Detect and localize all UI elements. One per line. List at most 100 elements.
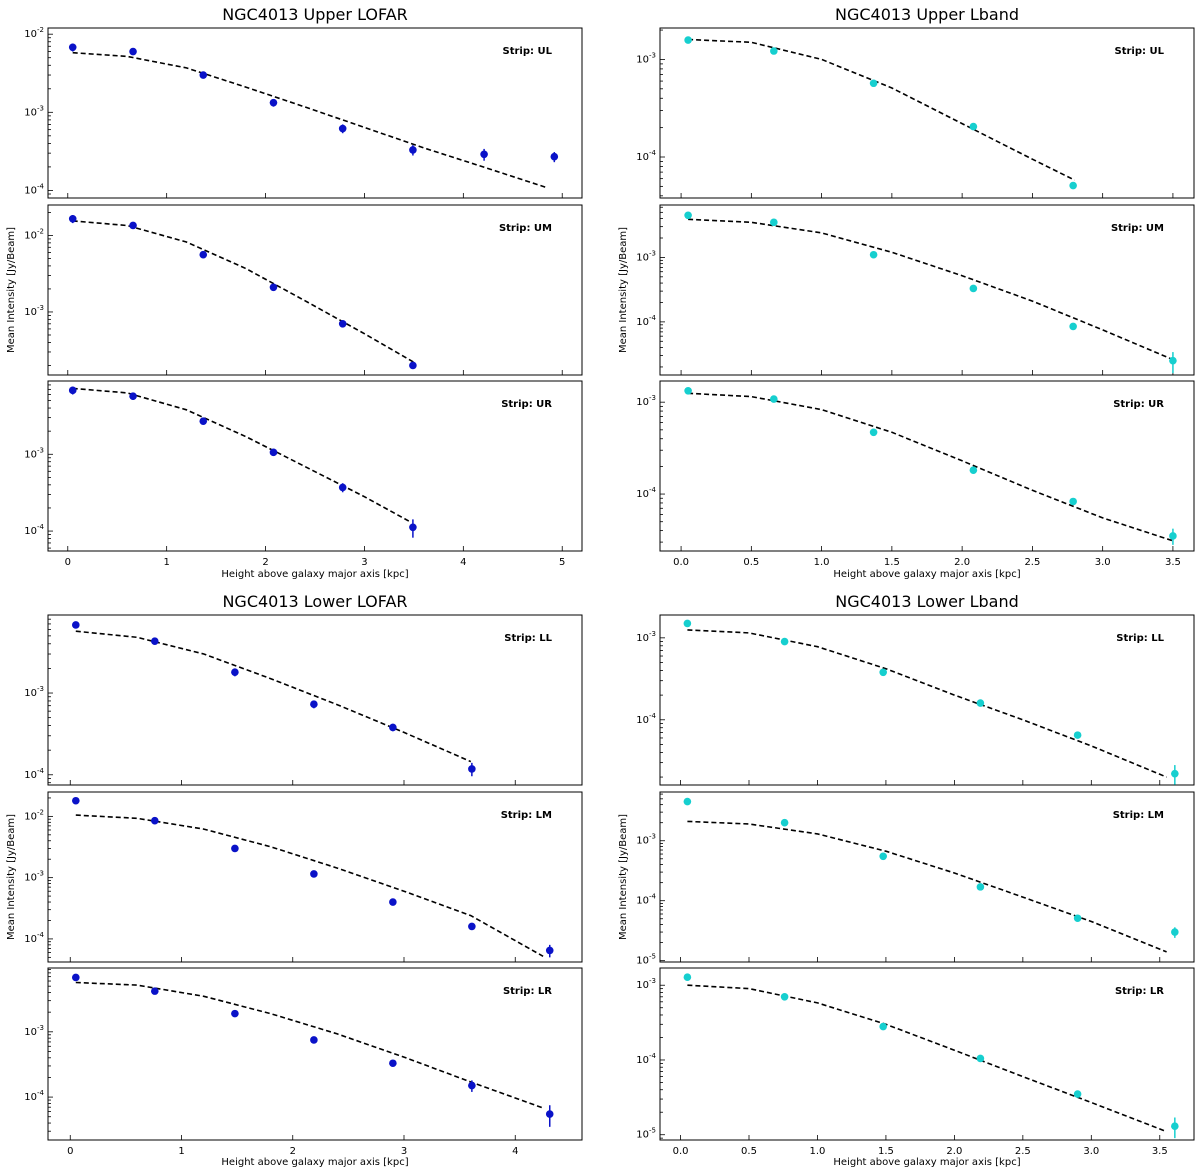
x-axis-label: Height above galaxy major axis [kpc] bbox=[833, 569, 1020, 580]
y-tick-label: 10-3 bbox=[24, 1024, 44, 1038]
x-tick-label: 3.0 bbox=[1083, 1146, 1099, 1157]
plot-frame bbox=[659, 967, 1195, 1141]
data-point bbox=[869, 428, 878, 437]
panel-2-3: 10-4 10-3 0.0 0.5 1.0 1.5 2.0 2.5 3.0 3.5 Strip: U… bbox=[636, 380, 1195, 568]
model-fit-line bbox=[688, 38, 1075, 181]
data-point bbox=[72, 621, 80, 629]
y-tick-label: 10-3 bbox=[24, 870, 44, 884]
x-tick-label: 1 bbox=[163, 557, 169, 568]
y-tick-label: 10-2 bbox=[24, 26, 44, 40]
data-point bbox=[976, 1054, 985, 1063]
y-tick-label: 10-4 bbox=[24, 767, 44, 781]
y-tick-label: 10-3 bbox=[636, 630, 656, 644]
data-point bbox=[1171, 928, 1179, 936]
x-tick-label: 5 bbox=[559, 557, 565, 568]
data-point bbox=[389, 898, 397, 906]
y-tick-label: 10-4 bbox=[636, 893, 656, 907]
x-tick-label: 4 bbox=[460, 557, 466, 568]
plot-frame bbox=[47, 614, 583, 786]
model-fit-line bbox=[687, 629, 1167, 778]
data-point bbox=[780, 993, 789, 1001]
x-axis-label: Height above galaxy major axis [kpc] bbox=[221, 569, 408, 580]
model-fit-line bbox=[72, 387, 410, 522]
data-point bbox=[72, 973, 80, 982]
y-tick-label: 10-4 bbox=[636, 149, 656, 163]
y-tick-label: 10-5 bbox=[636, 953, 656, 967]
strip-label: Strip: UR bbox=[1113, 399, 1164, 410]
y-axis-label: Mean Intensity [Jy/Beam] bbox=[6, 814, 17, 940]
x-tick-label: 2.0 bbox=[954, 557, 970, 568]
data-point bbox=[1171, 1122, 1179, 1131]
x-tick-label: 2 bbox=[290, 1146, 296, 1157]
panel-3-2: 10-4 10-3 10-2 Strip: LM bbox=[24, 791, 583, 963]
data-point bbox=[129, 47, 137, 56]
model-fit-line bbox=[75, 630, 472, 763]
x-tick-label: 2.5 bbox=[1024, 557, 1040, 568]
data-point bbox=[869, 250, 878, 259]
plot-frame bbox=[659, 27, 1195, 199]
model-fit-line bbox=[72, 220, 415, 363]
data-point bbox=[269, 283, 278, 292]
data-point bbox=[68, 386, 77, 395]
data-point bbox=[550, 152, 559, 161]
data-point bbox=[869, 79, 878, 88]
data-point bbox=[468, 765, 476, 773]
data-point bbox=[129, 221, 137, 230]
panel-3-3: 10-4 10-3 0 1 2 3 4 Strip: LR bbox=[24, 967, 583, 1157]
data-point bbox=[1169, 356, 1177, 365]
y-tick-label: 10-4 bbox=[636, 486, 656, 500]
data-point bbox=[770, 47, 778, 55]
model-fit-line bbox=[688, 218, 1174, 361]
data-point bbox=[976, 699, 985, 707]
subfigure-title: NGC4013 Lower Lband bbox=[835, 592, 1019, 611]
data-point bbox=[199, 71, 208, 79]
data-point bbox=[199, 417, 208, 425]
data-point bbox=[338, 320, 347, 328]
strip-label: Strip: LR bbox=[1115, 986, 1164, 997]
data-point bbox=[879, 1022, 887, 1031]
x-tick-label: 3.0 bbox=[1095, 557, 1111, 568]
y-tick-label: 10-3 bbox=[636, 394, 656, 408]
strip-label: Strip: LM bbox=[501, 810, 552, 821]
data-point bbox=[310, 870, 318, 878]
data-point bbox=[780, 818, 789, 827]
x-tick-label: 1.0 bbox=[810, 1146, 826, 1157]
data-point bbox=[545, 1110, 554, 1118]
data-point bbox=[1073, 914, 1082, 923]
data-point bbox=[409, 146, 417, 154]
model-fit-line bbox=[72, 51, 548, 189]
x-tick-label: 0.5 bbox=[743, 557, 759, 568]
x-axis-label: Height above galaxy major axis [kpc] bbox=[221, 1157, 408, 1168]
strip-label: Strip: LM bbox=[1113, 810, 1164, 821]
x-tick-label: 2 bbox=[262, 557, 268, 568]
data-point bbox=[389, 723, 397, 732]
strip-label: Strip: UL bbox=[1115, 46, 1165, 57]
data-point bbox=[684, 211, 692, 220]
y-tick-label: 10-4 bbox=[636, 314, 656, 328]
data-point bbox=[269, 448, 278, 457]
data-point bbox=[683, 619, 692, 628]
plot-frame bbox=[47, 791, 583, 963]
y-tick-label: 10-5 bbox=[636, 1127, 656, 1141]
data-point bbox=[683, 797, 692, 806]
data-point bbox=[389, 1059, 397, 1068]
subfigure-1: NGC4013 Upper LOFAR 10-4 10-3 10-2 Strip: UL… bbox=[6, 5, 583, 580]
data-point bbox=[129, 392, 137, 401]
strip-label: Strip: LL bbox=[504, 633, 552, 644]
y-axis-label: Mean Intensity [Jy/Beam] bbox=[618, 227, 629, 353]
data-point bbox=[231, 1009, 239, 1018]
data-point bbox=[468, 1081, 476, 1090]
x-tick-label: 0.0 bbox=[673, 557, 689, 568]
plot-frame bbox=[47, 967, 583, 1141]
panel-4-1: 10-4 10-3 Strip: LL bbox=[636, 614, 1195, 786]
panel-1-1: 10-4 10-3 10-2 Strip: UL bbox=[24, 26, 583, 199]
panel-4-3: 10-5 10-4 10-3 0.0 0.5 1.0 1.5 2.0 2.5 3.0 3.5 Stri… bbox=[636, 967, 1195, 1157]
x-tick-label: 2.0 bbox=[946, 1146, 962, 1157]
y-tick-label: 10-3 bbox=[636, 51, 656, 65]
y-tick-label: 10-4 bbox=[24, 523, 44, 537]
y-tick-label: 10-3 bbox=[636, 977, 656, 991]
x-tick-label: 0 bbox=[65, 557, 71, 568]
data-point bbox=[68, 43, 77, 52]
